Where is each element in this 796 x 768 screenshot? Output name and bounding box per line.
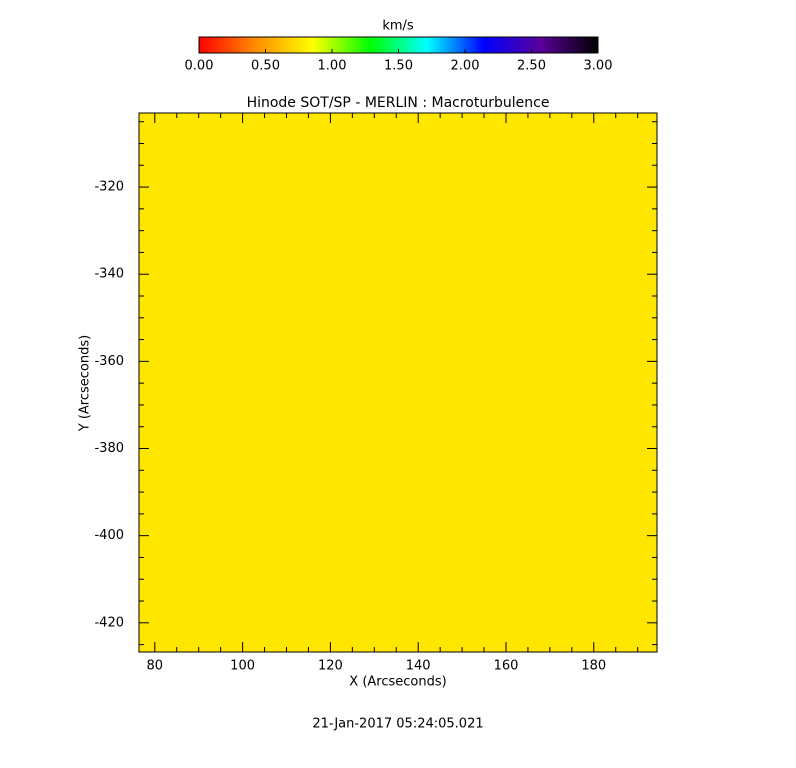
colorbar-tick-label: 2.50 (517, 59, 546, 74)
x-tick-label: 160 (494, 659, 519, 674)
y-tick-label: -380 (94, 441, 124, 456)
colorbar-tick-label: 1.00 (318, 59, 347, 74)
y-tick-label: -320 (94, 180, 124, 195)
x-axis-label: X (Arcseconds) (349, 675, 446, 690)
colorbar-tick-label: 3.00 (584, 59, 613, 74)
colorbar-tick-label: 2.00 (451, 59, 480, 74)
x-tick-label: 100 (230, 659, 255, 674)
plot-frame (138, 112, 658, 653)
timestamp: 21-Jan-2017 05:24:05.021 (312, 717, 483, 732)
chart-title: Hinode SOT/SP - MERLIN : Macroturbulence (247, 95, 550, 111)
heatmap-cell (139, 113, 657, 652)
colorbar-tick-label: 0.00 (185, 59, 214, 74)
colorbar-tick-label: 1.50 (384, 59, 413, 74)
y-tick-label: -360 (94, 354, 124, 369)
x-tick-label: 140 (406, 659, 431, 674)
y-tick-label: -400 (94, 528, 124, 543)
x-tick-label: 180 (581, 659, 606, 674)
colorbar-label: km/s (382, 19, 414, 34)
y-axis-label: Y (Arcseconds) (78, 335, 93, 432)
y-tick-label: -420 (94, 615, 124, 630)
y-tick-label: -340 (94, 267, 124, 282)
x-tick-label: 120 (318, 659, 343, 674)
colorbar-tick-label: 0.50 (251, 59, 280, 74)
x-tick-label: 80 (147, 659, 164, 674)
